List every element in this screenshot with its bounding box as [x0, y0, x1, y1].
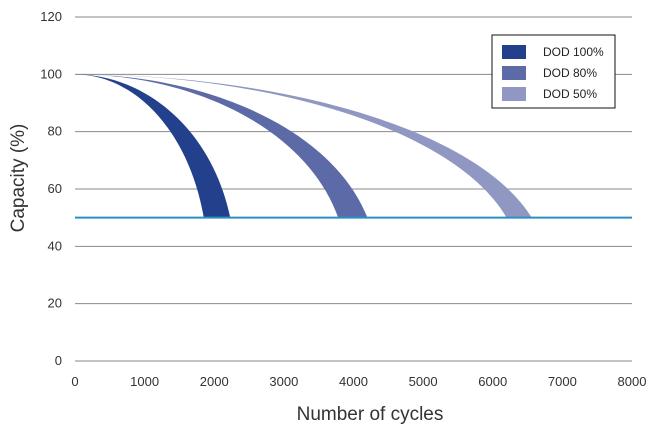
x-tick-label: 5000 — [409, 374, 438, 389]
x-tick-label: 8000 — [618, 374, 647, 389]
legend-label-1: DOD 100% — [543, 45, 604, 59]
x-tick-label: 7000 — [548, 374, 577, 389]
series-band-3 — [75, 74, 532, 218]
x-tick-labels: 0 1000 2000 3000 4000 5000 6000 7000 8000 — [71, 374, 646, 389]
y-axis-title: Capacity (%) — [8, 124, 29, 233]
grid-lines — [75, 16, 632, 362]
x-tick-label: 0 — [71, 374, 78, 389]
y-tick-label: 40 — [48, 238, 62, 253]
series-bands — [75, 74, 532, 218]
legend-label-3: DOD 50% — [543, 87, 597, 101]
y-tick-label: 100 — [40, 66, 62, 81]
series-band-2 — [75, 74, 368, 218]
legend-label-2: DOD 80% — [543, 66, 597, 80]
x-tick-label: 3000 — [269, 374, 298, 389]
legend-swatch-2 — [502, 66, 526, 80]
y-tick-label: 120 — [40, 9, 62, 24]
x-tick-label: 1000 — [130, 374, 159, 389]
y-tick-label: 0 — [55, 353, 62, 368]
y-tick-label: 60 — [48, 181, 62, 196]
x-tick-label: 6000 — [478, 374, 507, 389]
x-axis-title: Number of cycles — [297, 404, 444, 425]
series-band-1 — [75, 74, 231, 218]
legend-swatch-3 — [502, 87, 526, 101]
y-tick-label: 80 — [48, 124, 62, 139]
legend: DOD 100% DOD 80% DOD 50% — [491, 34, 616, 109]
y-tick-labels: 0 20 40 60 80 100 120 — [40, 9, 62, 368]
y-tick-label: 20 — [48, 296, 62, 311]
x-tick-label: 2000 — [200, 374, 229, 389]
legend-swatch-1 — [502, 45, 526, 59]
x-tick-label: 4000 — [339, 374, 368, 389]
